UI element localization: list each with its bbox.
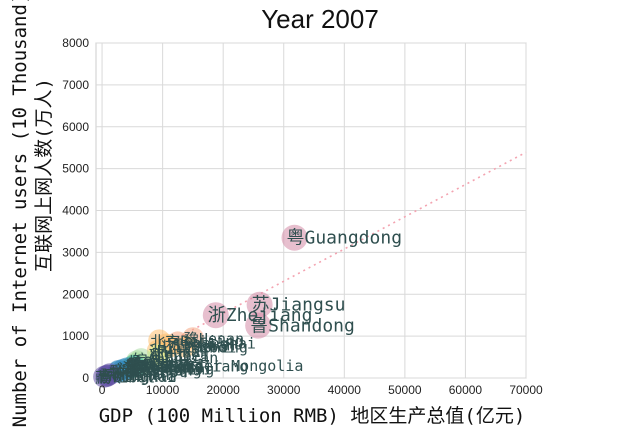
- data-point: [174, 335, 197, 358]
- point-label: 黔Guizhou: [110, 363, 188, 381]
- point-label: 吉Jilin: [125, 359, 185, 377]
- x-axis-label: GDP (100 Million RMB) 地区生产总值(亿元): [99, 405, 526, 427]
- trendline: [101, 151, 527, 379]
- point-label: 北京Beijing: [150, 332, 243, 350]
- trendline-layer: [101, 151, 527, 379]
- point-label: 辽Liaoning: [161, 339, 248, 357]
- y-tick-label: 4000: [62, 204, 89, 218]
- point-label: 渝Chongqing: [118, 360, 214, 378]
- x-tick-label: 30000: [267, 383, 301, 397]
- point-label: 冀Hebei: [176, 339, 236, 357]
- point-label: 赣Jiangxi: [126, 356, 204, 374]
- x-tick-label: 20000: [206, 383, 240, 397]
- data-point: [147, 346, 170, 369]
- point-label: 藏Tibet: [95, 369, 155, 387]
- y-tick-label: 3000: [62, 245, 89, 259]
- point-label: 鲁Shandong: [250, 316, 355, 337]
- point-label: 陕Shaanxi: [126, 358, 204, 376]
- point-label: 沪Shanghai: [169, 334, 256, 352]
- point-label: 黑Heilongjiang: [125, 357, 248, 375]
- point-label: 桂Guangxi: [128, 353, 206, 371]
- point-label: 苏Jiangsu: [252, 295, 346, 316]
- x-tick-label: 10000: [146, 383, 180, 397]
- data-point: [202, 302, 229, 329]
- tick-labels: 0 10000 20000 30000 40000 50000 60000 70000 0 100…: [62, 36, 543, 397]
- point-label: 晋Shanxi: [128, 355, 197, 373]
- x-tick-label: 60000: [449, 383, 483, 397]
- point-label: 滇Yunnan: [122, 360, 191, 378]
- points-layer: [93, 224, 308, 388]
- y-axis-label-line2: 互联网上网人数(万人): [33, 78, 55, 272]
- y-tick-label: 2000: [62, 287, 89, 301]
- point-label: 闽Fujian: [149, 349, 218, 367]
- data-point: [245, 312, 272, 339]
- grid: [95, 42, 527, 379]
- x-tick-label: 70000: [509, 383, 543, 397]
- y-tick-label: 0: [82, 371, 89, 385]
- y-tick-label: 6000: [62, 120, 89, 134]
- point-label: 鄂Hubei: [150, 347, 210, 365]
- data-point: [281, 224, 308, 251]
- point-label: 宁Ningxia: [99, 367, 177, 385]
- point-label: 粤Guangdong: [287, 228, 403, 249]
- point-label: 青Qinghai: [98, 368, 176, 386]
- point-label: 琼Hainan: [101, 366, 170, 384]
- data-point: [93, 365, 116, 388]
- point-label: 浙Zhejiang: [208, 305, 313, 326]
- data-point: [246, 291, 273, 318]
- x-tick-label: 0: [99, 383, 106, 397]
- x-tick-label: 40000: [328, 383, 362, 397]
- y-tick-label: 1000: [62, 329, 89, 343]
- point-label: 甘Gansu: [109, 364, 169, 382]
- y-tick-label: 8000: [62, 36, 89, 50]
- point-label: 内蒙古Inner Mongolia: [132, 357, 303, 375]
- point-label: 川Sichuan: [157, 337, 235, 355]
- point-label: 湘Hunan: [149, 343, 209, 361]
- x-tick-label: 50000: [388, 383, 422, 397]
- point-label: 皖Anhui: [132, 351, 192, 369]
- y-tick-label: 7000: [62, 78, 89, 92]
- point-label: 新Xinjiang: [114, 362, 201, 380]
- y-tick-label: 5000: [62, 162, 89, 176]
- chart-title: Year 2007: [261, 4, 379, 34]
- y-axis-label-line1: Number of Internet users (10 Thousand): [9, 0, 31, 427]
- point-label: 津Tianjin: [125, 358, 203, 376]
- point-label: 豫Henan: [184, 330, 244, 348]
